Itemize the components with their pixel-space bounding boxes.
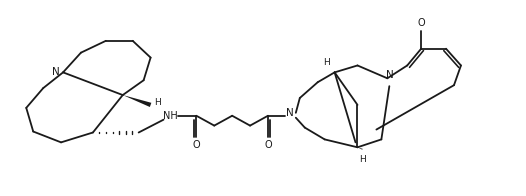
Text: NH: NH xyxy=(163,111,178,121)
Text: N: N xyxy=(286,108,294,118)
Text: H: H xyxy=(359,155,366,164)
Text: H: H xyxy=(154,98,161,107)
Polygon shape xyxy=(358,147,362,150)
Text: N: N xyxy=(387,70,394,80)
Text: O: O xyxy=(264,140,272,150)
Text: N: N xyxy=(52,67,60,77)
Text: O: O xyxy=(193,140,200,150)
Polygon shape xyxy=(123,95,151,107)
Text: O: O xyxy=(417,18,425,28)
Text: H: H xyxy=(323,58,330,67)
